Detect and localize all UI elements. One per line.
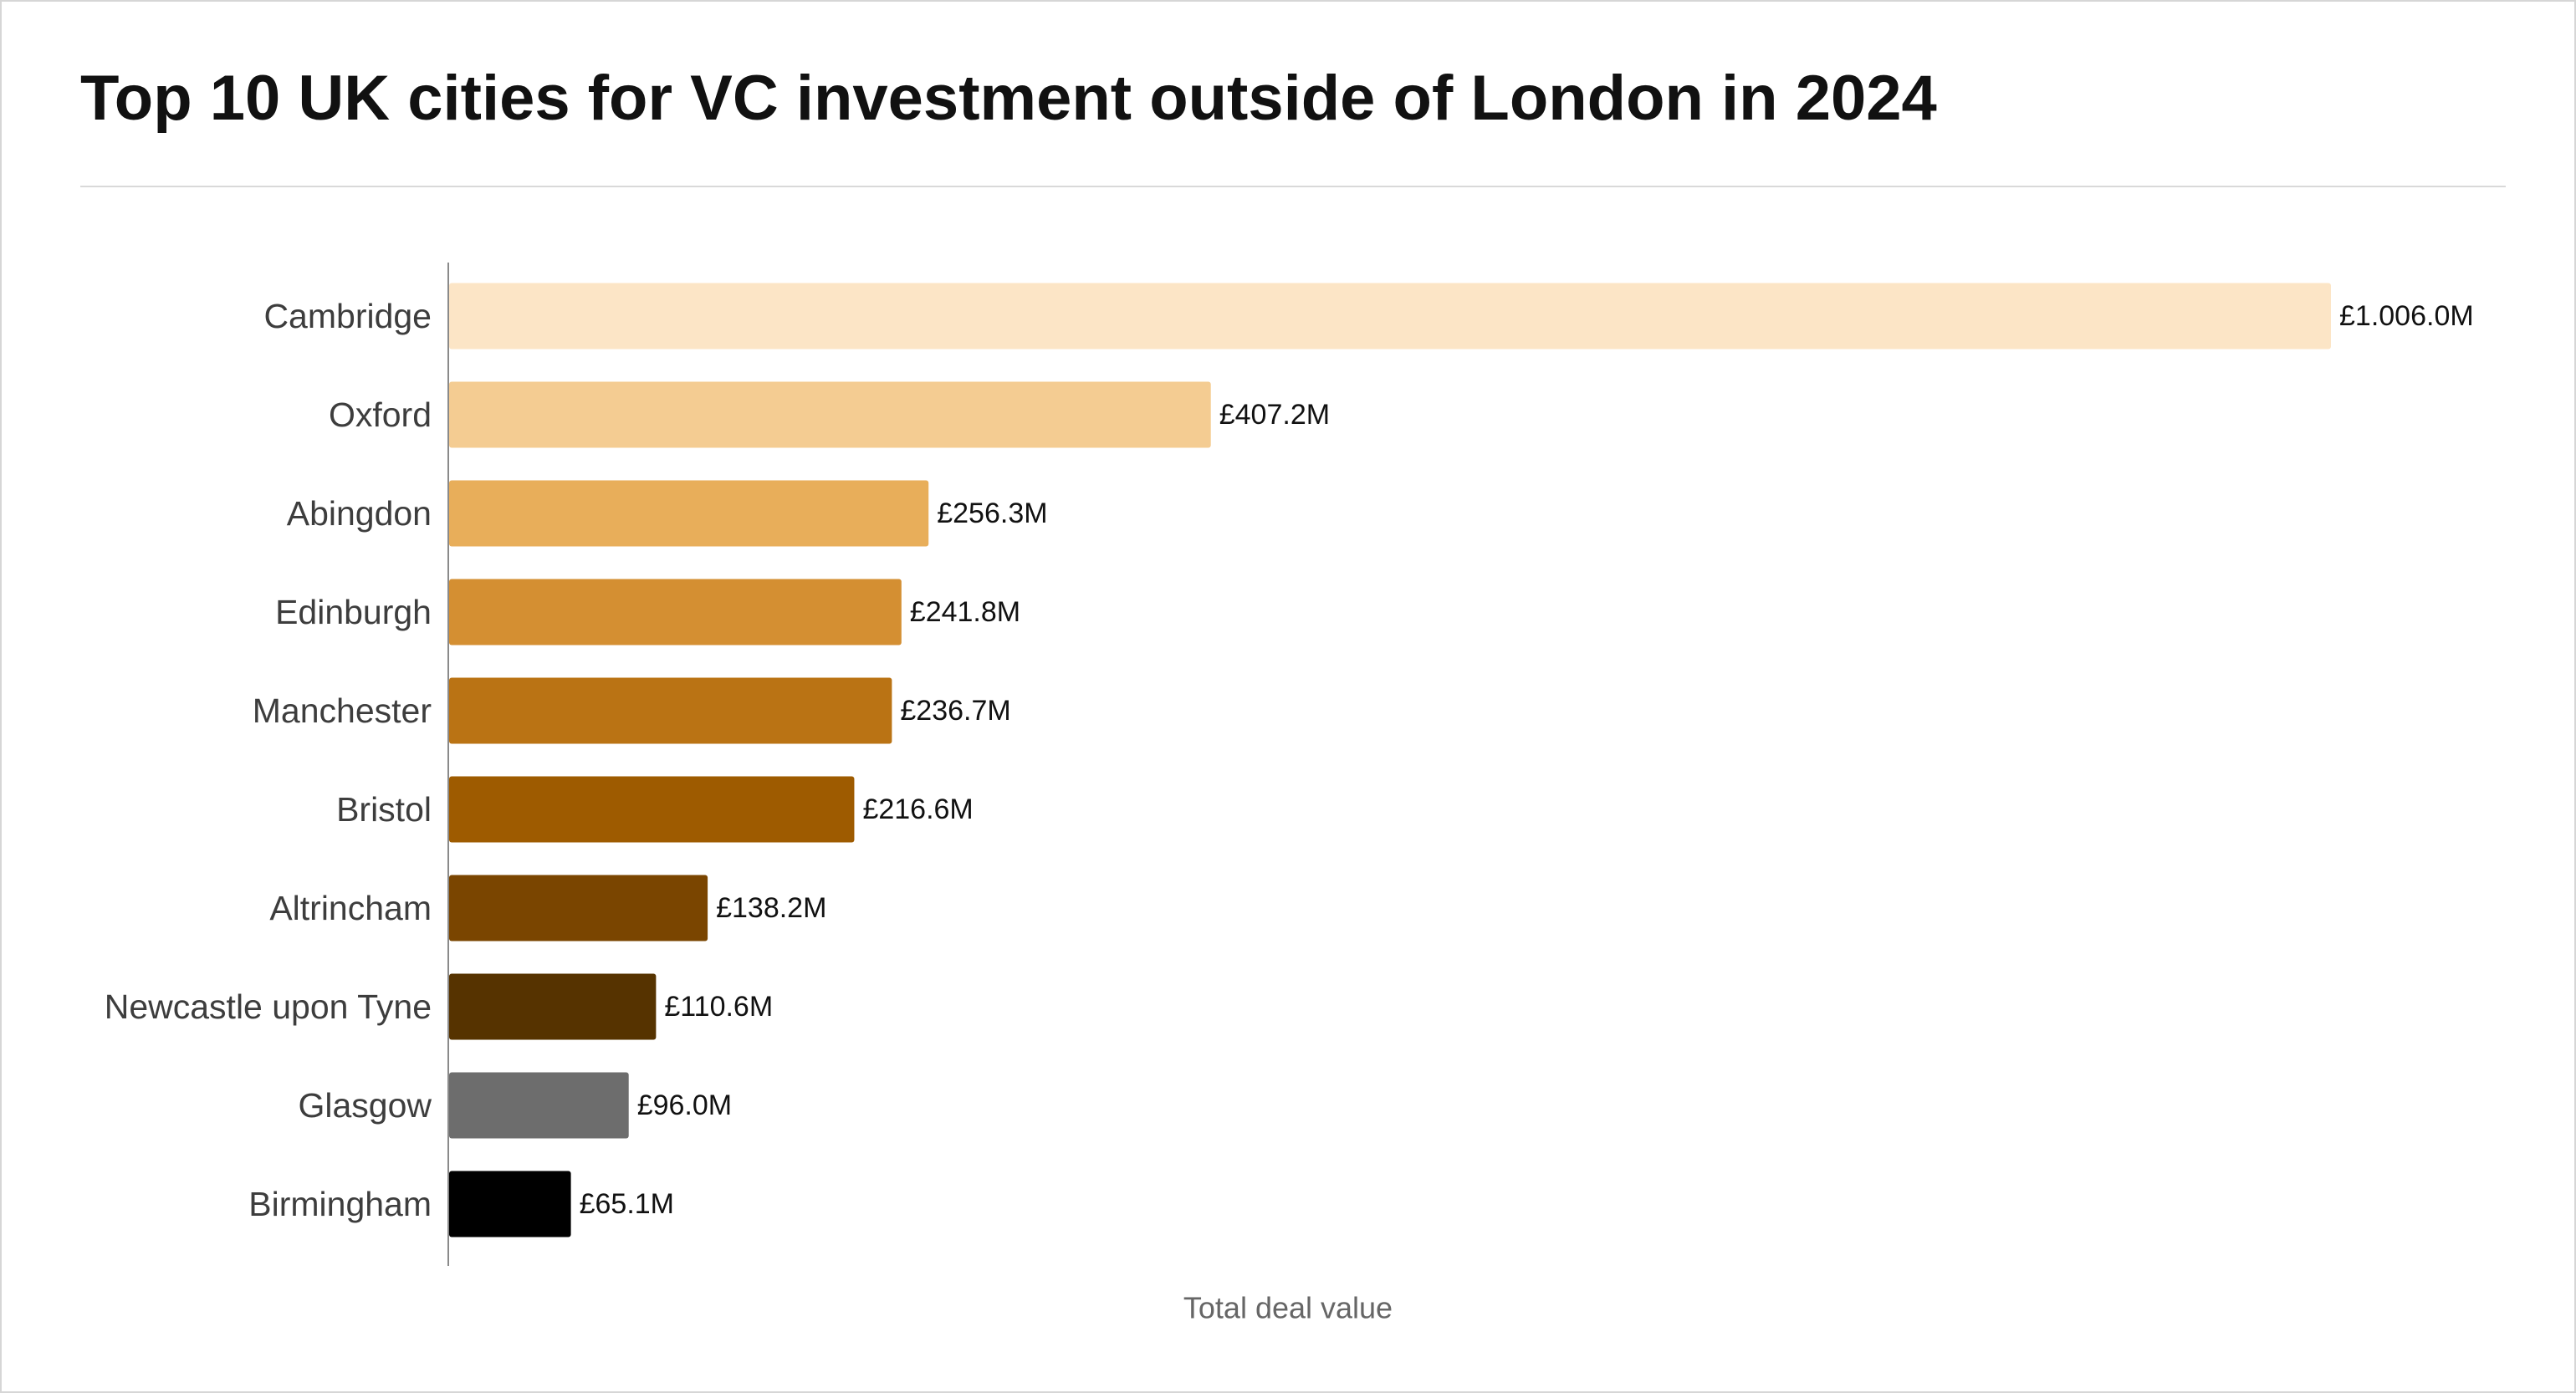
- category-label: Newcastle upon Tyne: [105, 987, 432, 1026]
- value-label: £236.7M: [900, 695, 1010, 727]
- value-label: £241.8M: [910, 596, 1020, 628]
- bar: [449, 480, 929, 547]
- bar: [449, 776, 855, 843]
- bar: [449, 1072, 629, 1139]
- value-label: £110.6M: [664, 991, 773, 1023]
- value-label: £96.0M: [637, 1089, 732, 1121]
- category-label: Edinburgh: [275, 593, 432, 631]
- category-label: Manchester: [253, 691, 432, 730]
- chart-title: Top 10 UK cities for VC investment outsi…: [80, 63, 1937, 134]
- category-label: Glasgow: [298, 1086, 432, 1125]
- bar: [449, 381, 1211, 448]
- x-axis-label: Total deal value: [1183, 1291, 1393, 1325]
- bar: [449, 677, 892, 744]
- title-divider: [80, 186, 2506, 187]
- category-label: Oxford: [329, 395, 432, 434]
- category-label: Cambridge: [263, 297, 432, 335]
- bar: [449, 283, 2331, 350]
- bar: [449, 579, 902, 645]
- value-label: £138.2M: [716, 892, 826, 924]
- value-label: £65.1M: [580, 1188, 674, 1220]
- value-label: £256.3M: [937, 498, 1047, 529]
- value-label: £216.6M: [862, 793, 973, 825]
- category-label: Birmingham: [248, 1185, 432, 1223]
- bar: [449, 1171, 571, 1237]
- value-label: £407.2M: [1219, 399, 1330, 431]
- value-label: £1.006.0M: [2339, 300, 2474, 332]
- category-label: Bristol: [336, 790, 432, 829]
- category-label: Abingdon: [287, 494, 432, 533]
- bar: [449, 973, 657, 1040]
- category-label: Altrincham: [269, 889, 432, 927]
- bar: [449, 875, 708, 941]
